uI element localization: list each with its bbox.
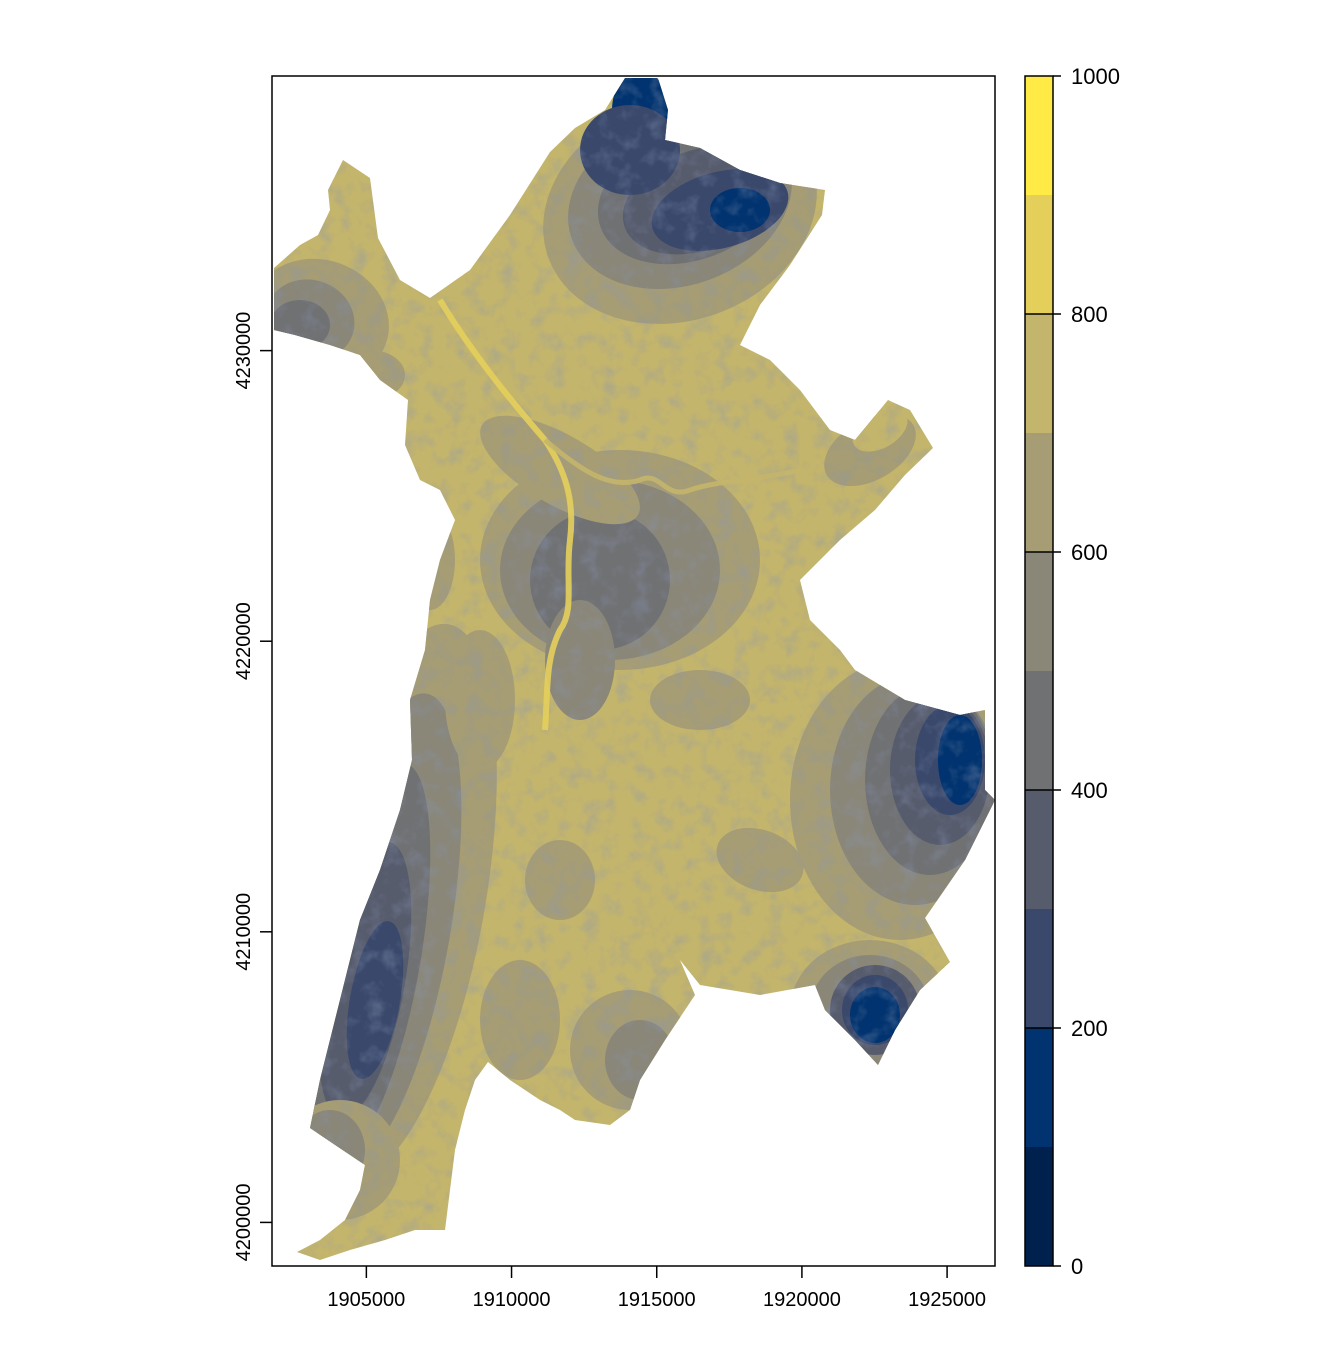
y-tick-label: 4230000: [233, 312, 255, 390]
legend-tick-label: 800: [1071, 302, 1108, 327]
legend-band-3: [1025, 790, 1053, 909]
y-tick-label: 4220000: [233, 602, 255, 680]
river-line: [437, 298, 575, 731]
legend-band-2: [1025, 909, 1053, 1028]
y-tick-label: 4200000: [233, 1183, 255, 1261]
legend-tick-label: 600: [1071, 540, 1108, 565]
legend-tick-label: 0: [1071, 1254, 1083, 1279]
legend-tick-label: 1000: [1071, 64, 1120, 89]
legend-band-9: [1025, 76, 1053, 195]
legend-tick-label: 200: [1071, 1016, 1108, 1041]
terrain-texture: [274, 78, 995, 1260]
x-tick-label: 1915000: [618, 1289, 696, 1311]
legend-band-6: [1025, 433, 1053, 552]
x-tick-label: 1925000: [908, 1289, 986, 1311]
x-tick-label: 1920000: [763, 1289, 841, 1311]
legend-band-7: [1025, 314, 1053, 433]
raster-map-layer: [274, 78, 995, 1260]
elevation-region: [274, 78, 995, 1260]
legend-band-4: [1025, 671, 1053, 790]
legend-band-1: [1025, 1028, 1053, 1147]
x-axis: 1905000 1910000 1915000 1920000 1925000: [327, 1266, 986, 1311]
legend-band-0: [1025, 1147, 1053, 1266]
x-tick-label: 1910000: [473, 1289, 551, 1311]
legend-band-8: [1025, 195, 1053, 314]
x-tick-label: 1905000: [327, 1289, 405, 1311]
legend-tick-label: 400: [1071, 778, 1108, 803]
legend-band-5: [1025, 552, 1053, 671]
river-tributary: [543, 438, 801, 495]
color-legend: 0 200 400 600 800 1000: [1024, 64, 1120, 1279]
y-axis: 4200000 4210000 4220000 4230000: [233, 312, 272, 1261]
y-tick-label: 4210000: [233, 893, 255, 971]
legend-frame: [1024, 75, 1054, 1267]
plot-frame: [271, 75, 996, 1267]
